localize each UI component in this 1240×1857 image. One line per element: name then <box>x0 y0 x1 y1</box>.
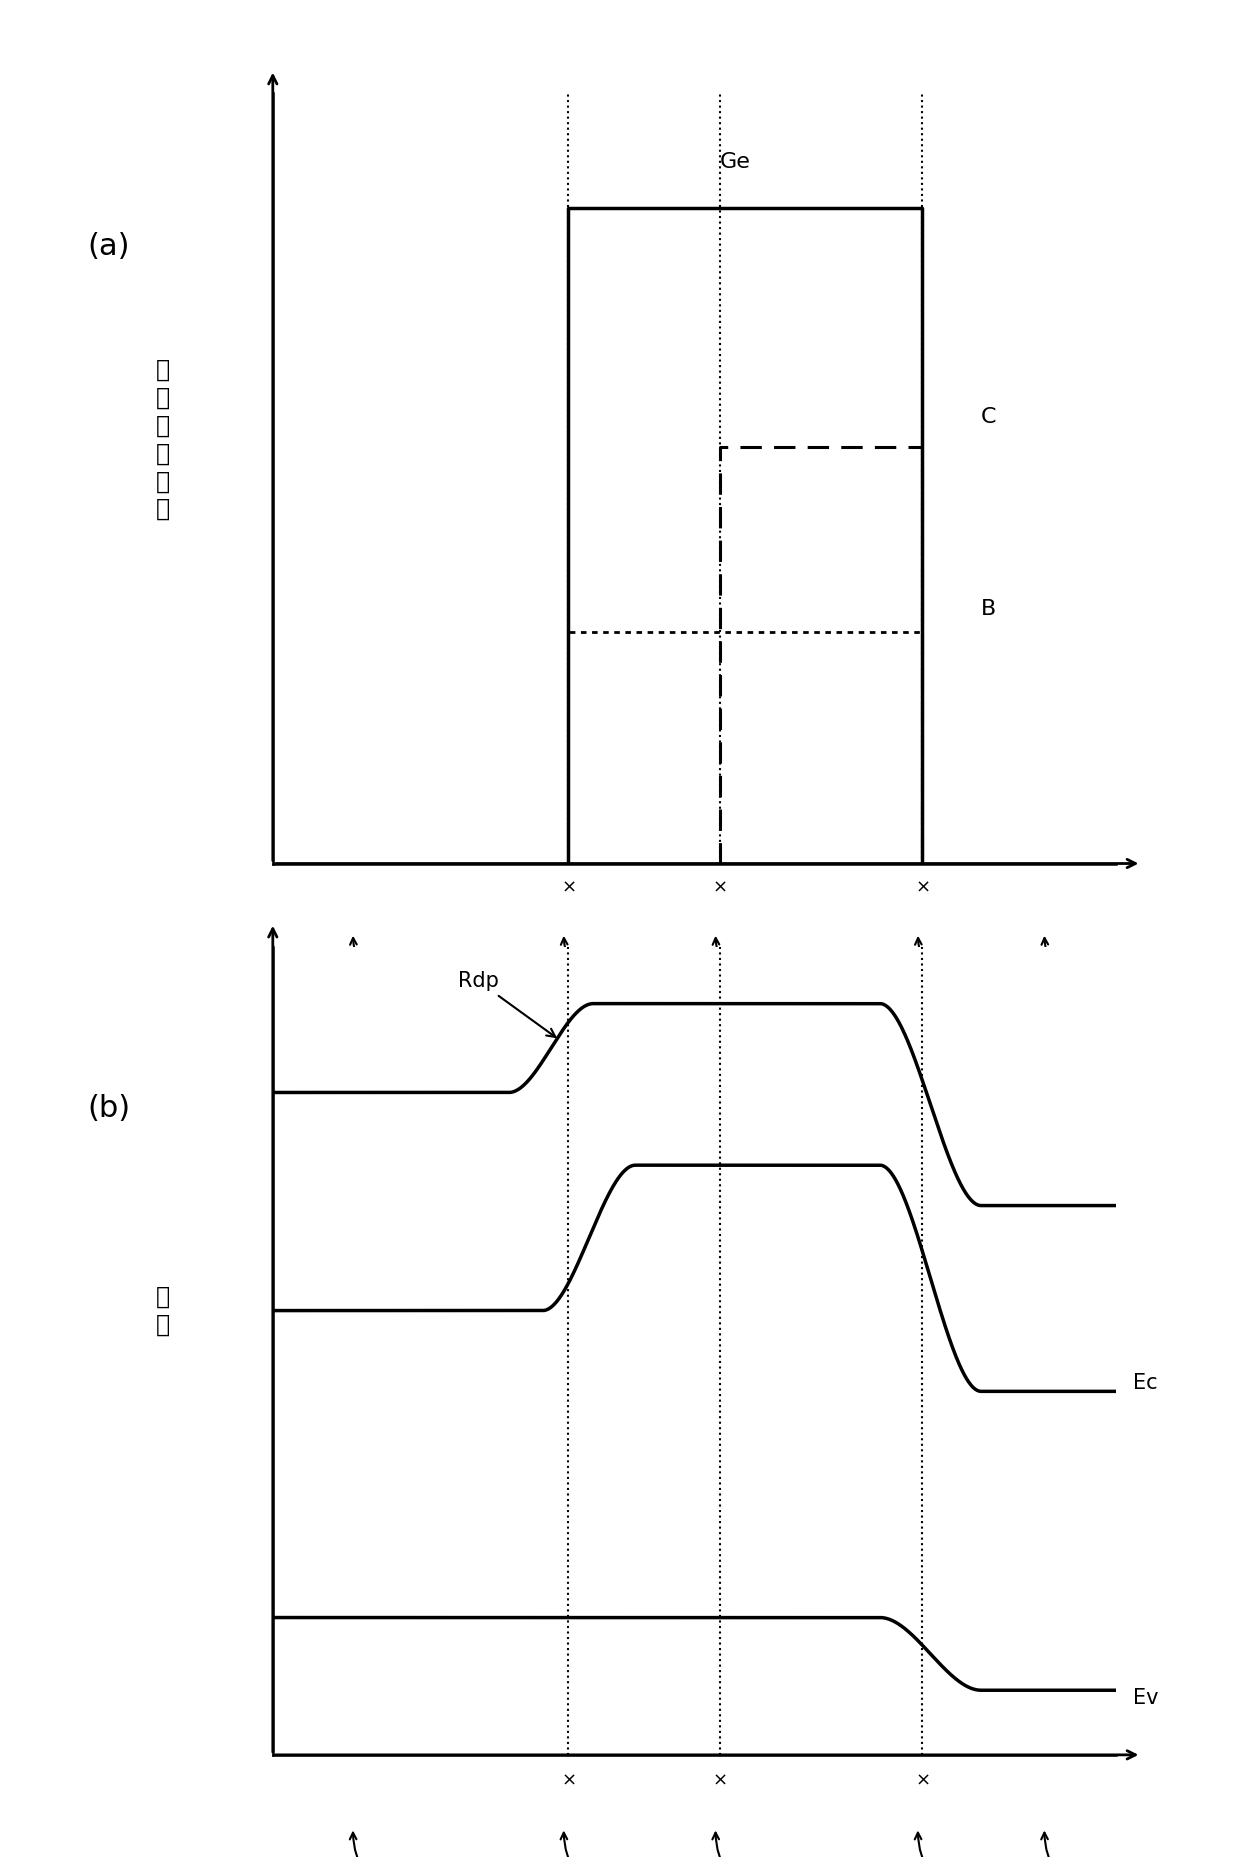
Text: 13: 13 <box>574 1060 604 1084</box>
Text: Rdp: Rdp <box>459 971 556 1036</box>
Text: (b): (b) <box>87 1094 130 1123</box>
Text: $\times$: $\times$ <box>713 878 727 895</box>
Text: 能
量: 能 量 <box>156 1285 170 1337</box>
Text: 14: 14 <box>363 1060 393 1084</box>
Text: 12: 12 <box>725 1060 755 1084</box>
Text: C: C <box>981 407 997 427</box>
Text: $\times$: $\times$ <box>915 878 929 895</box>
Text: Ge: Ge <box>719 152 750 173</box>
Text: $\times$: $\times$ <box>560 1770 575 1788</box>
Text: Ev: Ev <box>1133 1688 1158 1708</box>
Text: 11: 11 <box>1055 1060 1085 1084</box>
Text: B: B <box>981 600 996 618</box>
Text: $\times$: $\times$ <box>915 1770 929 1788</box>
Text: $\times$: $\times$ <box>713 1770 727 1788</box>
Text: $\times$: $\times$ <box>560 878 575 895</box>
Text: (a): (a) <box>87 232 130 262</box>
Text: Ec: Ec <box>1133 1374 1157 1393</box>
Text: 含
有
率
、
浓
度: 含 有 率 、 浓 度 <box>156 358 170 522</box>
